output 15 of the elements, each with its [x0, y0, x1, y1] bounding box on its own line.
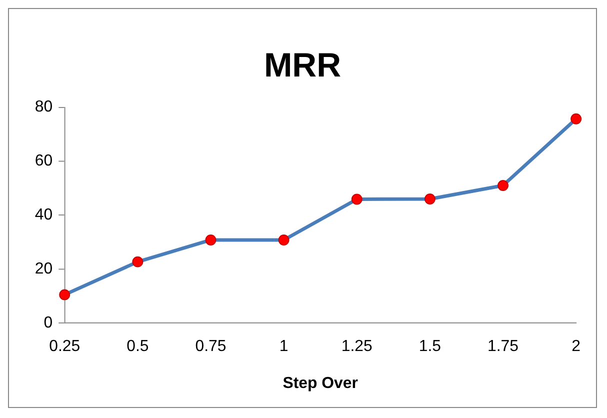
x-tick-label: 1 [279, 338, 288, 355]
x-tick-label: 1.75 [487, 338, 519, 355]
y-tick-label: 40 [34, 206, 53, 224]
x-tick-label: 0.25 [49, 338, 80, 355]
x-axis-title: Step Over [282, 374, 358, 392]
x-tick-label: 0.75 [195, 338, 226, 355]
chart-title: MRR [264, 46, 342, 84]
x-tick-label: 0.5 [126, 338, 149, 355]
y-tick-label: 20 [34, 260, 53, 278]
x-tick-label: 2 [572, 338, 581, 355]
y-tick-label: 0 [44, 314, 53, 332]
y-tick-label: 60 [34, 152, 53, 170]
x-tick-label: 1.5 [418, 338, 442, 355]
x-tick-label: 1.25 [341, 338, 373, 355]
y-tick-label: 80 [34, 98, 53, 116]
